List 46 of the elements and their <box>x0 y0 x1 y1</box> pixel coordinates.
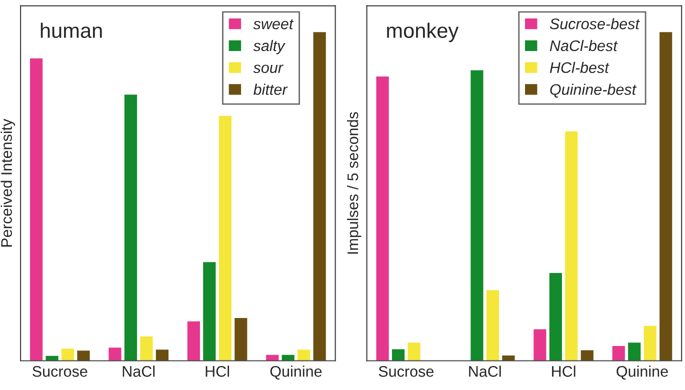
x-tick-label: Sucrose <box>32 366 88 377</box>
bar <box>486 290 500 361</box>
bar <box>408 342 420 361</box>
bar <box>392 349 405 361</box>
x-tick-label: Quinine <box>616 366 668 380</box>
bar <box>644 326 656 361</box>
bar <box>580 350 594 361</box>
annotation: human <box>40 22 102 38</box>
bar <box>565 131 578 361</box>
bar <box>298 350 310 361</box>
bar <box>77 350 90 361</box>
y-axis-title: Impulses / 5 seconds <box>347 112 362 254</box>
legend-label: NaCl-best <box>550 40 618 52</box>
bar <box>218 116 232 361</box>
bar <box>30 58 43 361</box>
annotation: monkey <box>387 22 459 42</box>
bar <box>156 350 168 361</box>
bar <box>140 336 153 361</box>
bar <box>187 321 200 361</box>
bar <box>124 94 138 361</box>
bar <box>612 346 625 361</box>
x-tick-label: NaCl <box>469 366 501 377</box>
legend-label: sour <box>253 64 284 74</box>
bar <box>203 262 216 361</box>
legend-label: bitter <box>254 84 288 95</box>
x-tick-label: Quinine <box>270 366 322 380</box>
x-tick-label: HCl <box>552 366 576 377</box>
bar <box>376 76 389 361</box>
x-tick-label: NaCl <box>122 366 155 377</box>
legend-label: Sucrose-best <box>550 18 640 30</box>
legend-label: salty <box>253 40 286 54</box>
legend-label: sweet <box>253 19 294 30</box>
bar <box>660 32 672 361</box>
bar <box>234 318 248 361</box>
legend-label: Quinine-best <box>550 84 637 98</box>
x-tick-label: Sucrose <box>378 366 434 377</box>
bar <box>108 348 122 361</box>
bar <box>549 273 562 361</box>
bar <box>534 329 546 361</box>
x-tick-label: HCl <box>206 366 229 377</box>
bar <box>628 342 641 361</box>
bar <box>470 70 484 361</box>
bar <box>61 348 74 361</box>
bar <box>313 32 326 361</box>
legend-label: HCl-best <box>550 62 610 74</box>
y-axis-title: Perceived Intensity <box>0 118 15 247</box>
